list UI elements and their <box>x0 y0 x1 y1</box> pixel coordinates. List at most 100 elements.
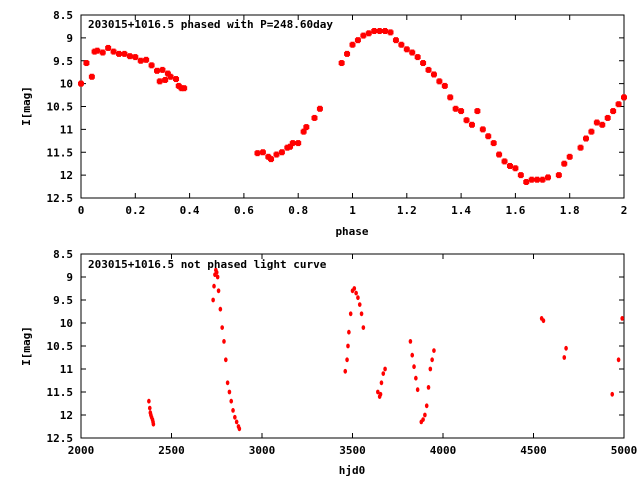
data-point <box>354 290 358 296</box>
plot-title-top: 203015+1016.5 phased with P=248.60day <box>88 18 333 31</box>
data-point <box>414 375 418 381</box>
y-tick-label: 12.5 <box>47 432 74 445</box>
y-tick-label: 8.5 <box>53 248 73 261</box>
data-point <box>528 176 535 183</box>
x-tick-label: 5000 <box>611 444 638 457</box>
y-ticks-bottom: 8.5 9 9.5 10 10.5 11 11.5 12 12.5 <box>47 248 624 445</box>
y-tick-label: 9.5 <box>53 294 73 307</box>
data-point <box>378 391 383 397</box>
data-point <box>343 368 348 374</box>
data-point <box>409 49 416 56</box>
data-point <box>420 60 427 67</box>
x-tick-label: 1.8 <box>560 204 580 217</box>
y-tick-label: 9 <box>66 271 73 284</box>
phased-light-curve-plot: 0 0.2 0.4 0.6 0.8 1 1.2 1.4 1.6 1.8 2 8.5 9 9.5 10 10.… <box>20 9 627 238</box>
data-point <box>268 156 275 163</box>
x-tick-label: 2500 <box>158 444 185 457</box>
y-tick-label: 10.5 <box>47 101 74 114</box>
data-point <box>555 172 562 179</box>
data-point <box>541 318 546 324</box>
data-point <box>506 162 513 169</box>
data-point <box>447 94 454 101</box>
data-point <box>441 82 448 89</box>
x-tick-label: 2 <box>621 204 628 217</box>
data-point <box>94 47 101 54</box>
data-point <box>356 295 360 301</box>
data-point <box>218 306 223 312</box>
data-point <box>278 149 285 156</box>
y-tick-label: 10.5 <box>47 340 74 353</box>
data-point <box>357 302 362 307</box>
data-point <box>215 274 220 280</box>
data-point <box>577 144 584 151</box>
x-tick-label: 1.4 <box>451 204 471 217</box>
data-point <box>410 352 415 358</box>
data-point <box>311 114 318 121</box>
y-tick-label: 11.5 <box>47 386 74 399</box>
data-point <box>365 30 372 37</box>
data-point <box>143 56 150 63</box>
plot-title-bottom: 203015+1016.5 not phased light curve <box>88 258 327 271</box>
data-point <box>382 28 389 35</box>
data-point <box>346 343 350 349</box>
data-point <box>383 366 387 372</box>
data-point <box>338 60 345 67</box>
y-tick-label: 8.5 <box>53 9 73 22</box>
data-point <box>403 46 410 53</box>
data-point <box>610 108 617 115</box>
data-point <box>564 345 568 351</box>
x-axis-label-bottom: hjd0 <box>339 464 366 477</box>
data-point <box>468 121 475 128</box>
y-tick-label: 9 <box>66 32 73 45</box>
data-point <box>137 57 144 64</box>
y-tick-label: 12 <box>60 169 73 182</box>
data-point <box>347 329 351 335</box>
data-point <box>392 37 399 44</box>
data-point <box>561 160 568 167</box>
data-point <box>463 117 470 124</box>
x-ticks-bottom: 2000 2500 3000 3500 4000 4500 5000 <box>68 254 638 457</box>
data-point <box>593 119 600 126</box>
data-point <box>379 380 384 386</box>
data-points-top <box>78 28 627 185</box>
y-ticks-top: 8.5 9 9.5 10 10.5 11 11.5 12 12.5 <box>47 9 624 205</box>
x-tick-label: 0.2 <box>125 204 145 217</box>
y-axis-label-bottom: I[mag] <box>20 326 33 366</box>
data-point <box>173 76 180 83</box>
data-point <box>265 153 272 160</box>
data-point <box>452 105 459 112</box>
data-point <box>621 94 627 101</box>
y-tick-label: 11 <box>60 363 74 376</box>
data-point <box>398 41 405 48</box>
data-point <box>352 286 357 291</box>
data-point <box>287 143 294 150</box>
x-tick-label: 1 <box>349 204 356 217</box>
data-point <box>474 108 481 115</box>
y-tick-label: 9.5 <box>53 55 73 68</box>
data-point <box>233 414 237 420</box>
data-point <box>273 151 280 158</box>
data-point <box>599 121 606 128</box>
data-point <box>116 50 123 57</box>
plot-frame-bottom <box>80 253 625 439</box>
data-point <box>147 398 151 404</box>
x-tick-label: 3000 <box>249 444 276 457</box>
data-point <box>610 391 615 397</box>
data-point <box>148 62 155 69</box>
data-point <box>354 37 361 44</box>
data-point <box>381 371 386 376</box>
x-tick-label: 4000 <box>430 444 457 457</box>
data-point <box>300 128 307 135</box>
data-point <box>78 80 84 87</box>
data-point <box>289 140 296 147</box>
data-point <box>220 325 224 330</box>
data-point <box>387 29 394 36</box>
data-point <box>211 297 215 303</box>
data-point <box>501 158 508 165</box>
data-point <box>512 165 519 172</box>
data-point <box>359 311 364 317</box>
data-point <box>229 398 234 404</box>
data-point <box>99 49 106 56</box>
data-point <box>181 85 188 92</box>
y-tick-label: 12 <box>60 409 73 422</box>
